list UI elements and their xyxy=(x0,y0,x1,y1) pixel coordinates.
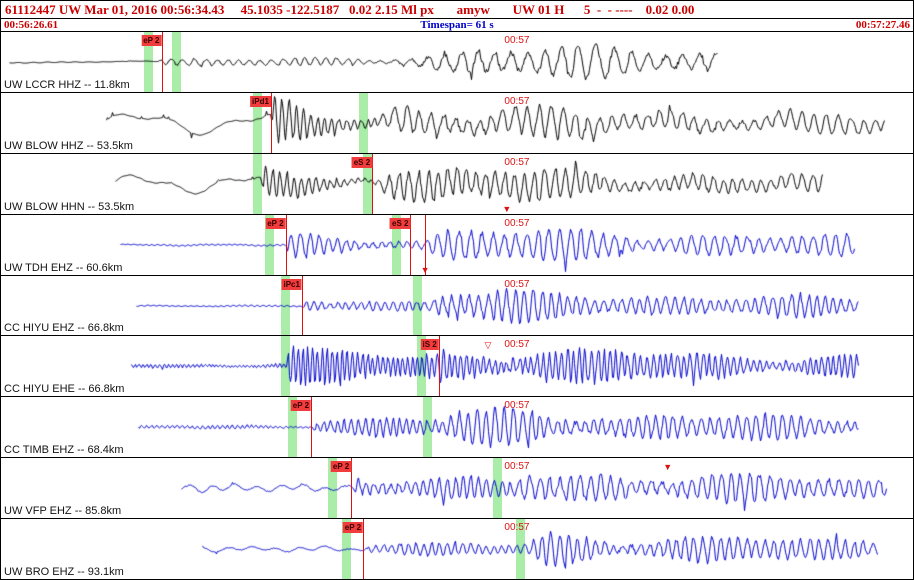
pick-line xyxy=(410,214,412,275)
coda-marker-filled-icon[interactable]: ▼ xyxy=(420,264,430,275)
station-label: UW BRO EHZ -- 93.1km xyxy=(4,566,124,579)
waveform-canvas[interactable] xyxy=(1,275,913,336)
waveform-canvas[interactable] xyxy=(1,336,913,397)
event-header: 61112447 UW Mar 01, 2016 00:56:34.43 45.… xyxy=(1,1,913,18)
trace-panel: 00:57 CC HIYU EHZ -- 66.8km iPc1 xyxy=(1,274,913,336)
pick-line xyxy=(270,92,272,153)
minute-label: 00:57 xyxy=(504,278,530,290)
minute-label: 00:57 xyxy=(504,35,530,46)
phase-pick-flag[interactable]: eP 2 xyxy=(265,217,286,229)
phase-pick-flag[interactable]: iPc1 xyxy=(281,278,302,290)
trace-panel: 00:57 UW BLOW HHZ -- 53.5km iPd1 xyxy=(1,91,913,153)
phase-pick-flag[interactable]: eP 2 xyxy=(290,400,312,412)
pick-line xyxy=(161,32,163,92)
trace-panels: 00:57 UW LCCR HHZ -- 11.8km eP 2 00:57 U… xyxy=(1,32,913,580)
trace-panel: 00:57 UW TDH EHZ -- 60.6km eP 2 eS 2 ▼ xyxy=(1,213,913,275)
timespan-label: Timespan= 61 s xyxy=(420,19,494,31)
phase-pick-flag[interactable]: eP 2 xyxy=(330,461,352,473)
waveform-canvas[interactable] xyxy=(1,397,913,458)
pick-line xyxy=(438,336,440,397)
waveform-canvas[interactable] xyxy=(1,92,913,153)
waveform-canvas[interactable] xyxy=(1,458,913,519)
trace-panel: 00:57 CC TIMB EHZ -- 68.4km eP 2 xyxy=(1,396,913,458)
coda-marker-line xyxy=(425,214,427,275)
pick-line xyxy=(285,214,287,275)
minute-label: 00:57 xyxy=(504,339,530,351)
station-label: CC TIMB EHZ -- 68.4km xyxy=(4,444,124,457)
minute-label: 00:57 xyxy=(504,217,530,229)
coda-marker-filled-icon[interactable]: ▼ xyxy=(502,203,512,214)
trace-panel: 00:57 CC HIYU EHE -- 66.8km iS 2 ▽ xyxy=(1,335,913,397)
phase-pick-flag[interactable]: eP 2 xyxy=(342,522,364,534)
station-label: CC HIYU EHZ -- 66.8km xyxy=(4,322,124,335)
minute-label: 00:57 xyxy=(504,461,530,473)
trace-panel: 00:57 UW BRO EHZ -- 93.1km eP 2 xyxy=(1,518,913,580)
trace-panel: 00:57 UW LCCR HHZ -- 11.8km eP 2 xyxy=(1,32,913,92)
station-label: UW BLOW HHN -- 53.5km xyxy=(4,200,135,213)
phase-pick-flag[interactable]: eS 2 xyxy=(390,217,411,229)
phase-pick-flag[interactable]: eS 2 xyxy=(351,156,373,168)
pick-line xyxy=(351,458,353,519)
pick-line xyxy=(311,397,313,458)
station-label: UW LCCR HHZ -- 11.8km xyxy=(4,78,130,91)
minute-label: 00:57 xyxy=(504,95,530,107)
minute-label: 00:57 xyxy=(504,400,530,412)
waveform-canvas[interactable] xyxy=(1,214,913,275)
event-summary-text: 61112447 UW Mar 01, 2016 00:56:34.43 45.… xyxy=(5,1,695,17)
pick-line xyxy=(363,519,365,580)
station-label: CC HIYU EHE -- 66.8km xyxy=(4,383,125,396)
waveform-canvas[interactable] xyxy=(1,153,913,214)
phase-pick-flag[interactable]: iPd1 xyxy=(250,95,271,107)
trace-panel: 00:57 UW BLOW HHN -- 53.5km eS 2 ▼ xyxy=(1,152,913,214)
trace-panel: 00:57 UW VFP EHZ -- 85.8km eP 2 ▼ xyxy=(1,457,913,519)
timespan-bar: 00:56:26.61 Timespan= 61 s 00:57:27.46 xyxy=(1,18,913,32)
waveform-canvas[interactable] xyxy=(1,32,913,92)
station-label: UW BLOW HHZ -- 53.5km xyxy=(4,139,133,152)
phase-pick-flag[interactable]: eP 2 xyxy=(141,35,162,46)
coda-marker-open-icon[interactable]: ▽ xyxy=(484,340,492,351)
minute-label: 00:57 xyxy=(504,522,530,534)
waveform-canvas[interactable] xyxy=(1,519,913,580)
coda-marker-filled-icon[interactable]: ▼ xyxy=(663,462,673,473)
station-label: UW TDH EHZ -- 60.6km xyxy=(4,261,123,274)
pick-line xyxy=(372,153,374,214)
phase-pick-flag[interactable]: iS 2 xyxy=(420,339,439,351)
station-label: UW VFP EHZ -- 85.8km xyxy=(4,505,122,518)
minute-label: 00:57 xyxy=(504,156,530,168)
window-end-time: 00:57:27.46 xyxy=(855,19,910,31)
pick-line xyxy=(301,275,303,336)
window-start-time: 00:56:26.61 xyxy=(4,19,59,31)
